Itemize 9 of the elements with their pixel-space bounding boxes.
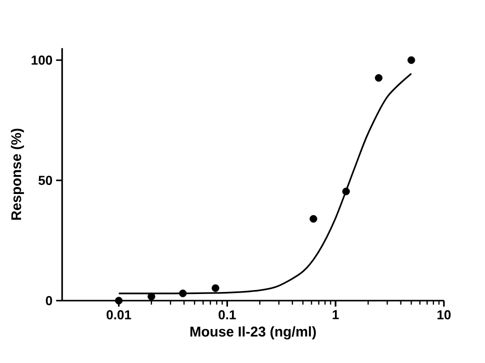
x-axis-title: Mouse Il-23 (ng/ml) [190, 326, 316, 340]
x-tick-label: 10 [437, 310, 451, 320]
y-axis-title: Response (%) [10, 128, 24, 220]
x-tick-label: 0.01 [106, 310, 132, 320]
y-tick-label: 50 [38, 176, 52, 186]
y-tick-label: 100 [32, 56, 52, 65]
x-tick-label: 0.1 [218, 310, 236, 320]
y-tick-label: 0 [46, 296, 52, 306]
x-tick-label: 1 [332, 310, 339, 320]
